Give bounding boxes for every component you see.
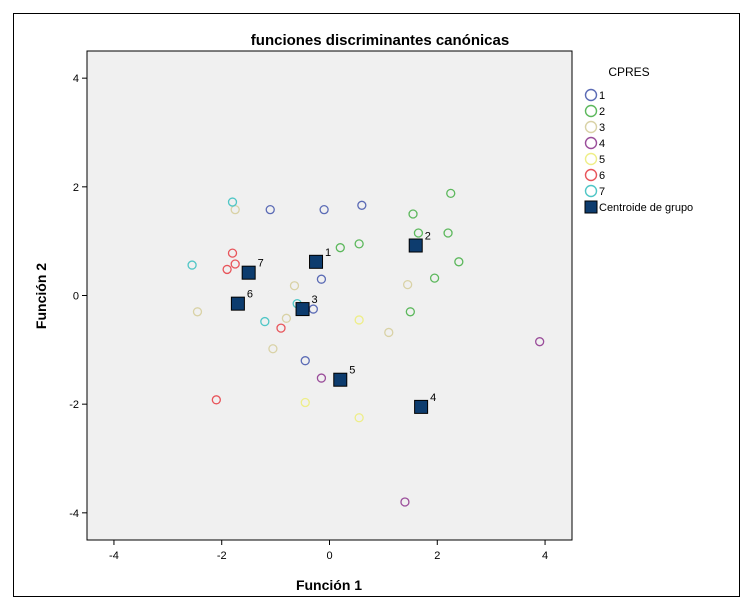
centroid-label: 7	[258, 258, 264, 270]
x-tick-label: 4	[542, 550, 548, 562]
centroid-label: 6	[247, 289, 253, 301]
data-point-group-1	[319, 205, 329, 215]
legend-marker-3	[584, 120, 598, 134]
x-axis-ticks: -4 -2 0 2 4	[109, 540, 548, 562]
centroid-marker	[241, 265, 256, 280]
legend: CPRES 1 2 3 4 5 6 7 Centroide de grupo	[584, 65, 693, 214]
data-point-group-7	[227, 197, 238, 207]
legend-label: 1	[599, 90, 605, 102]
data-point-group-7	[260, 316, 270, 327]
x-tick-label: 2	[434, 550, 440, 562]
legend-marker-4	[584, 136, 598, 150]
legend-label: 6	[599, 170, 605, 182]
x-axis-title: Función 1	[296, 577, 362, 593]
data-points	[187, 188, 545, 507]
data-point-group-7	[187, 260, 197, 270]
data-point-group-3	[289, 281, 300, 291]
y-axis-ticks: 4 2 0 -2 -4	[69, 73, 87, 520]
legend-marker-7	[584, 184, 598, 198]
legend-label-centroid: Centroide de grupo	[599, 202, 693, 214]
centroid-label: 4	[430, 392, 436, 404]
data-point-group-6	[222, 264, 232, 275]
data-point-group-3	[402, 279, 413, 290]
data-point-group-2	[354, 239, 364, 249]
legend-label: 5	[599, 154, 605, 166]
x-tick-label: 0	[326, 550, 332, 562]
legend-label: 7	[599, 186, 605, 198]
y-tick-label: -2	[69, 399, 79, 411]
data-point-group-2	[454, 257, 464, 267]
data-point-group-1	[316, 274, 327, 284]
y-axis-title: Función 2	[33, 263, 49, 329]
data-point-group-5	[354, 413, 364, 423]
centroid-label: 2	[425, 231, 431, 243]
data-point-group-4	[316, 373, 327, 383]
centroid-label: 1	[325, 247, 331, 259]
data-point-group-3	[384, 327, 394, 338]
data-point-group-1	[357, 200, 367, 210]
data-point-group-2	[446, 188, 456, 199]
data-point-group-4	[400, 497, 410, 507]
x-tick-label: -2	[217, 550, 227, 562]
data-point-group-2	[335, 243, 345, 253]
legend-label: 2	[599, 106, 605, 118]
data-point-group-3	[268, 344, 278, 354]
data-point-group-2	[443, 228, 453, 238]
centroid-marker	[309, 254, 324, 269]
data-point-group-2	[429, 273, 440, 283]
legend-marker-6	[584, 168, 598, 182]
data-point-group-6	[211, 395, 221, 405]
legend-marker-5	[584, 152, 598, 166]
data-point-group-6	[227, 248, 238, 258]
data-point-group-3	[281, 313, 292, 323]
data-point-group-2	[413, 228, 424, 238]
data-point-group-6	[230, 259, 240, 269]
data-point-group-1	[300, 356, 310, 366]
data-point-group-4	[535, 337, 545, 347]
centroid-label: 5	[349, 365, 355, 377]
legend-label: 3	[599, 122, 605, 134]
legend-marker-centroid	[584, 200, 598, 214]
centroid-label: 3	[312, 294, 318, 306]
centroid-markers: 1 2 3 4 5 6 7	[230, 231, 436, 414]
centroid-marker	[333, 372, 348, 387]
y-tick-label: 2	[73, 182, 79, 194]
data-point-group-5	[354, 315, 364, 325]
y-tick-label: 0	[73, 291, 79, 303]
data-point-group-5	[300, 397, 310, 408]
centroid-marker	[230, 296, 245, 311]
x-tick-label: -4	[109, 550, 119, 562]
y-tick-label: -4	[69, 508, 79, 520]
legend-label: 4	[599, 138, 605, 150]
data-point-group-2	[405, 307, 415, 317]
data-point-group-6	[276, 323, 286, 333]
legend-title: CPRES	[608, 65, 649, 79]
plot-area	[86, 50, 573, 541]
centroid-marker	[295, 302, 310, 317]
legend-marker-2	[584, 104, 598, 118]
data-point-group-2	[408, 209, 418, 219]
data-point-group-1	[265, 205, 275, 215]
centroid-marker	[408, 238, 423, 253]
y-tick-label: 4	[73, 73, 79, 85]
centroid-marker	[414, 399, 429, 414]
legend-marker-1	[584, 88, 598, 102]
chart-title: funciones discriminantes canónicas	[251, 32, 509, 49]
data-point-group-3	[192, 307, 203, 317]
